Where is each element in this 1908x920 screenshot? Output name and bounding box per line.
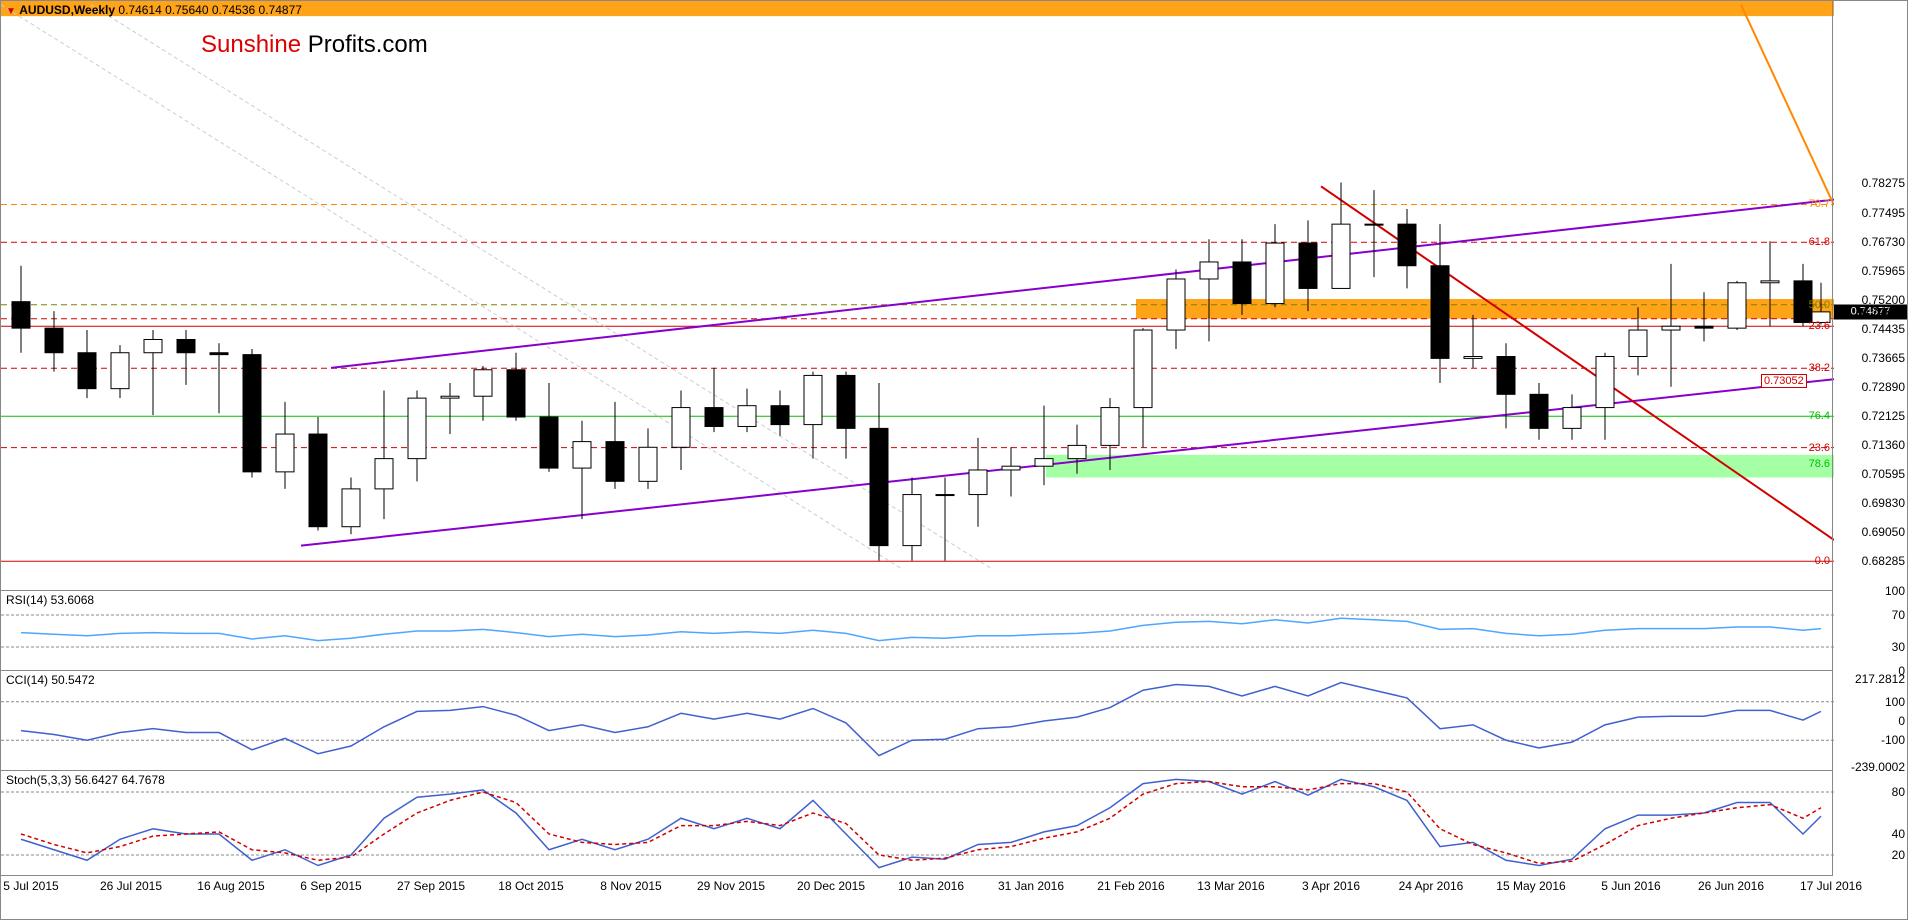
main-price-panel[interactable]: ▼ AUDUSD,Weekly 0.74614 0.75640 0.74536 … [1, 1, 1832, 591]
down-triangle-icon: ▼ [6, 6, 16, 17]
cci-y-axis: 217.28121000-100-239.0002 [1832, 671, 1907, 771]
watermark-part2: Profits.com [308, 31, 428, 58]
rsi-label: RSI(14) 53.6068 [6, 593, 94, 607]
stoch-svg [1, 771, 1834, 876]
symbol-label: AUDUSD,Weekly [19, 3, 115, 17]
stoch-label: Stoch(5,3,3) 56.6427 64.7678 [6, 773, 165, 787]
cci-svg [1, 671, 1834, 771]
watermark: Sunshine Profits.com [201, 31, 428, 59]
ohlc-values: 0.74614 0.75640 0.74536 0.74877 [118, 3, 302, 17]
cci-panel[interactable]: CCI(14) 50.5472 [1, 671, 1832, 771]
chart-container: ▼ AUDUSD,Weekly 0.74614 0.75640 0.74536 … [0, 0, 1908, 920]
chart-header: ▼ AUDUSD,Weekly 0.74614 0.75640 0.74536 … [6, 3, 302, 17]
rsi-y-axis: 10070300 [1832, 591, 1907, 671]
watermark-part1: Sunshine [201, 31, 301, 58]
stoch-panel[interactable]: Stoch(5,3,3) 56.6427 64.7678 [1, 771, 1832, 876]
main-chart-svg [1, 1, 1834, 591]
rsi-svg [1, 591, 1834, 671]
cci-label: CCI(14) 50.5472 [6, 673, 95, 687]
date-x-axis: 5 Jul 201526 Jul 201516 Aug 20156 Sep 20… [1, 874, 1832, 919]
stoch-y-axis: 804020 [1832, 771, 1907, 876]
price-y-axis: 0.74877 0.782750.774950.767300.759650.75… [1832, 1, 1907, 591]
rsi-panel[interactable]: RSI(14) 53.6068 [1, 591, 1832, 671]
